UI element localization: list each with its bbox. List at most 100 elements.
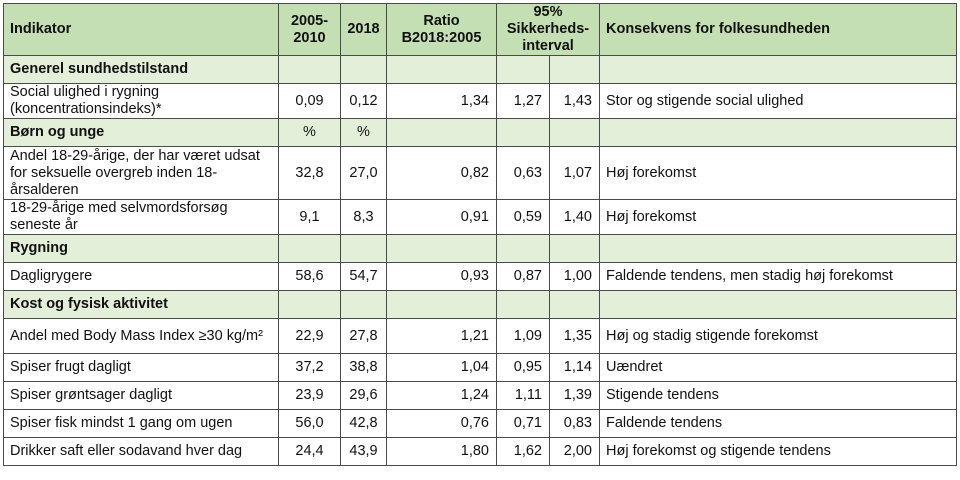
ci-lower-cell: 1,09 [496, 318, 550, 354]
value-2005-2010-cell: 0,09 [278, 83, 341, 119]
ratio-cell: 0,93 [386, 262, 497, 291]
table-row: Social ulighed i rygning (koncentrations… [3, 83, 957, 119]
konsekvens-cell: Stigende tendens [599, 381, 957, 410]
section-header-row: Børn og unge%% [3, 118, 957, 147]
konsekvens-cell: Uændret [599, 353, 957, 382]
section-unit-year [340, 234, 387, 263]
indicator-cell: Social ulighed i rygning (koncentrations… [3, 83, 279, 119]
ci-upper-cell: 0,83 [549, 409, 600, 438]
value-2018-cell: 29,6 [340, 381, 387, 410]
value-2005-2010-cell: 56,0 [278, 409, 341, 438]
value-2018-cell: 8,3 [340, 199, 387, 235]
ci-upper-cell: 1,14 [549, 353, 600, 382]
value-2005-2010-cell: 9,1 [278, 199, 341, 235]
indicator-cell: Spiser grøntsager dagligt [3, 381, 279, 410]
header-indikator: Indikator [3, 3, 279, 56]
header-period: 2005-2010 [278, 3, 341, 56]
ci-lower-cell: 1,62 [496, 437, 550, 466]
header-confidence-interval: 95% Sikkerheds-interval [496, 3, 600, 56]
section-title: Rygning [3, 234, 279, 263]
ratio-cell: 1,21 [386, 318, 497, 354]
section-empty-cell [599, 118, 957, 147]
ci-upper-cell: 1,07 [549, 146, 600, 200]
section-unit-period [278, 290, 341, 319]
indicator-cell: Andel med Body Mass Index ≥30 kg/m² [3, 318, 279, 354]
indicator-cell: 18-29-årige med selvmordsforsøg seneste … [3, 199, 279, 235]
indicator-cell: Dagligrygere [3, 262, 279, 291]
section-empty-cell [386, 118, 497, 147]
konsekvens-cell: Høj forekomst og stigende tendens [599, 437, 957, 466]
ci-lower-cell: 1,11 [496, 381, 550, 410]
ci-upper-cell: 1,39 [549, 381, 600, 410]
konsekvens-cell: Høj forekomst [599, 146, 957, 200]
section-unit-year: % [340, 118, 387, 147]
ci-upper-cell: 2,00 [549, 437, 600, 466]
section-unit-period [278, 55, 341, 84]
table-body: Generel sundhedstilstand Social ulighed i… [3, 55, 957, 466]
section-unit-period: % [278, 118, 341, 147]
health-indicators-table: Indikator 2005-2010 2018 Ratio B2018:200… [3, 3, 957, 466]
table-row: Spiser fisk mindst 1 gang om ugen 56,0 42,… [3, 409, 957, 438]
ratio-cell: 0,91 [386, 199, 497, 235]
konsekvens-cell: Høj og stadig stigende forekomst [599, 318, 957, 354]
ci-lower-cell: 1,27 [496, 83, 550, 119]
section-header-row: Kost og fysisk aktivitet [3, 290, 957, 319]
ci-lower-cell: 0,59 [496, 199, 550, 235]
section-empty-cell [549, 234, 600, 263]
indicator-cell: Drikker saft eller sodavand hver dag [3, 437, 279, 466]
indicator-cell: Spiser frugt dagligt [3, 353, 279, 382]
value-2018-cell: 27,8 [340, 318, 387, 354]
ci-upper-cell: 1,40 [549, 199, 600, 235]
section-title: Børn og unge [3, 118, 279, 147]
section-empty-cell [496, 55, 550, 84]
section-title: Generel sundhedstilstand [3, 55, 279, 84]
header-ratio: Ratio B2018:2005 [386, 3, 497, 56]
konsekvens-cell: Faldende tendens, men stadig høj forekom… [599, 262, 957, 291]
value-2018-cell: 38,8 [340, 353, 387, 382]
section-empty-cell [599, 234, 957, 263]
section-header-row: Generel sundhedstilstand [3, 55, 957, 84]
value-2005-2010-cell: 23,9 [278, 381, 341, 410]
value-2005-2010-cell: 37,2 [278, 353, 341, 382]
value-2018-cell: 43,9 [340, 437, 387, 466]
section-empty-cell [599, 55, 957, 84]
ratio-cell: 1,04 [386, 353, 497, 382]
konsekvens-cell: Stor og stigende social ulighed [599, 83, 957, 119]
section-empty-cell [386, 55, 497, 84]
ratio-cell: 0,82 [386, 146, 497, 200]
ratio-cell: 1,80 [386, 437, 497, 466]
table-row: Drikker saft eller sodavand hver dag 24,4… [3, 437, 957, 466]
table-row: 18-29-årige med selvmordsforsøg seneste … [3, 199, 957, 235]
konsekvens-cell: Faldende tendens [599, 409, 957, 438]
indicator-cell: Andel 18-29-årige, der har været udsat f… [3, 146, 279, 200]
ci-lower-cell: 0,95 [496, 353, 550, 382]
section-empty-cell [549, 55, 600, 84]
value-2005-2010-cell: 24,4 [278, 437, 341, 466]
value-2018-cell: 54,7 [340, 262, 387, 291]
value-2005-2010-cell: 32,8 [278, 146, 341, 200]
value-2018-cell: 27,0 [340, 146, 387, 200]
konsekvens-cell: Høj forekomst [599, 199, 957, 235]
ci-lower-cell: 0,71 [496, 409, 550, 438]
section-empty-cell [386, 234, 497, 263]
ci-upper-cell: 1,43 [549, 83, 600, 119]
section-header-row: Rygning [3, 234, 957, 263]
table-row: Andel 18-29-årige, der har været udsat f… [3, 146, 957, 200]
value-2005-2010-cell: 58,6 [278, 262, 341, 291]
ratio-cell: 1,24 [386, 381, 497, 410]
section-unit-year [340, 290, 387, 319]
section-empty-cell [386, 290, 497, 319]
indicator-cell: Spiser fisk mindst 1 gang om ugen [3, 409, 279, 438]
ci-upper-cell: 1,00 [549, 262, 600, 291]
section-unit-year [340, 55, 387, 84]
ci-lower-cell: 0,63 [496, 146, 550, 200]
header-year: 2018 [340, 3, 387, 56]
value-2005-2010-cell: 22,9 [278, 318, 341, 354]
section-empty-cell [549, 118, 600, 147]
section-empty-cell [496, 290, 550, 319]
table-row: Spiser grøntsager dagligt 23,9 29,6 1,24 1,1… [3, 381, 957, 410]
section-empty-cell [496, 118, 550, 147]
header-konsekvens: Konsekvens for folkesundheden [599, 3, 957, 56]
section-title: Kost og fysisk aktivitet [3, 290, 279, 319]
ci-lower-cell: 0,87 [496, 262, 550, 291]
